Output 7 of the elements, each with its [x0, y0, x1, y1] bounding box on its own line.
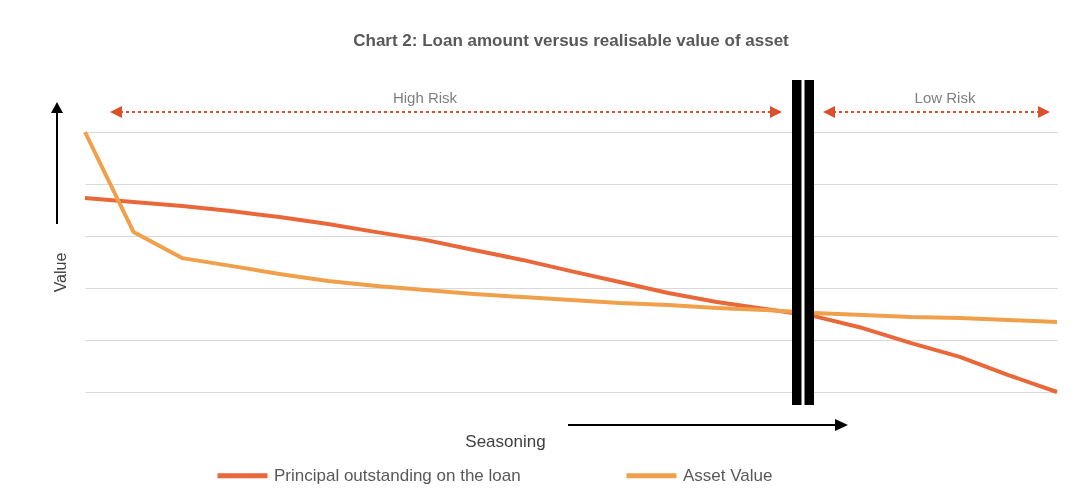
text: Low Risk: [914, 89, 976, 106]
chart-title: Chart 2: Loan amount versus realisable value of asset: [353, 31, 790, 50]
text: High Risk: [392, 89, 458, 106]
legend-label: Asset Value: [683, 465, 773, 485]
legend-label: Principal outstanding on the loan: [274, 465, 521, 485]
y-axis-title: Value: [51, 252, 69, 293]
x-axis-title: Seasoning: [465, 431, 546, 451]
